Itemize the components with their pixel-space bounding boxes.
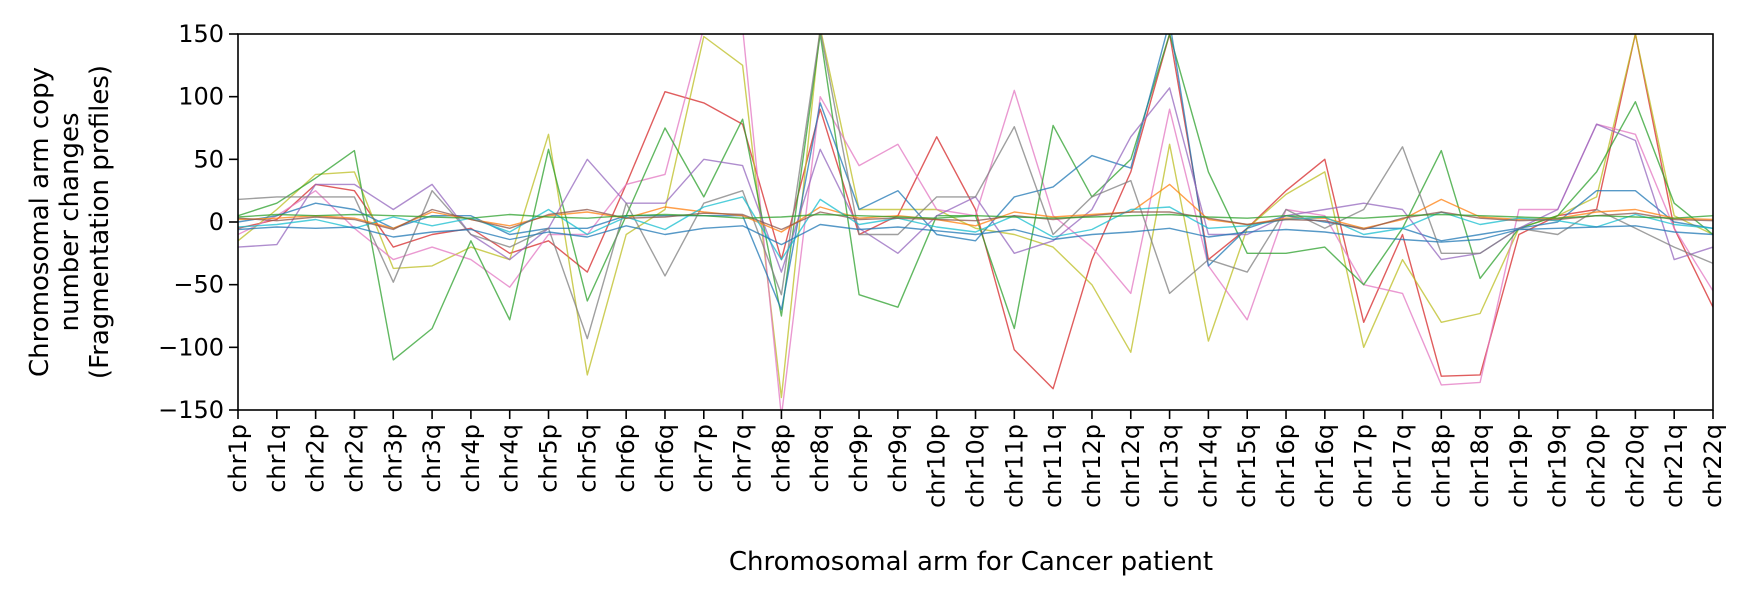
x-tick-label: chr4p [457, 424, 485, 493]
series-line-10 [238, 208, 1713, 231]
x-tick-label: chr12q [1117, 424, 1145, 508]
y-tick-label: 0 [209, 208, 224, 236]
x-tick-label: chr21q [1660, 424, 1688, 508]
y-tick-label: 150 [178, 20, 224, 48]
x-tick-label: chr2q [340, 424, 368, 493]
x-tick-label: chr6p [612, 424, 640, 493]
series-line-7 [238, 34, 1713, 340]
x-tick-label: chr15q [1233, 424, 1261, 508]
x-tick-label: chr14q [1194, 424, 1222, 508]
x-tick-label: chr12p [1078, 424, 1106, 508]
x-tick-label: chr6q [651, 424, 679, 493]
x-tick-label: chr10p [923, 424, 951, 508]
x-tick-label: chr2p [302, 424, 330, 493]
y-axis-title-line: (Fragmentation profiles) [85, 65, 115, 379]
x-tick-label: chr13q [1156, 424, 1184, 508]
x-tick-label: chr20p [1583, 424, 1611, 508]
x-tick-label: chr11p [1000, 424, 1028, 508]
y-axis-title-line: Chromosomal arm copy [25, 67, 55, 377]
y-tick-label: −50 [173, 271, 224, 299]
x-tick-label: chr1q [263, 424, 291, 493]
x-tick-label: chr19q [1544, 424, 1572, 508]
series-line-6 [238, 87, 1713, 273]
y-tick-label: −150 [158, 396, 224, 424]
x-tick-label: chr20q [1621, 424, 1649, 508]
y-axis: 150 100 50 0 −50 −100 −150 [158, 20, 238, 424]
series-line-12 [238, 213, 1713, 219]
x-axis: chr1p chr1q chr2p chr2q chr3p chr3q chr4p chr4q… [224, 410, 1727, 508]
series-line-2 [238, 34, 1713, 399]
x-axis-title: Chromosomal arm for Cancer patient [729, 547, 1213, 577]
x-tick-label: chr16q [1311, 424, 1339, 508]
x-tick-label: chr9q [884, 424, 912, 493]
x-tick-label: chr7p [690, 424, 718, 493]
x-tick-label: chr17p [1350, 424, 1378, 508]
x-tick-label: chr3q [418, 424, 446, 493]
x-tick-label: chr4q [496, 424, 524, 493]
y-tick-label: −100 [158, 333, 224, 361]
y-tick-label: 100 [178, 83, 224, 111]
x-tick-label: chr10q [962, 424, 990, 508]
x-tick-label: chr11q [1039, 424, 1067, 508]
x-tick-label: chr18q [1466, 424, 1494, 508]
x-tick-label: chr22q [1699, 424, 1727, 508]
y-axis-title-line: number changes [55, 113, 85, 332]
x-tick-label: chr16p [1272, 424, 1300, 508]
y-axis-title: Chromosomal arm copy number changes (Fragm… [25, 65, 115, 379]
x-tick-label: chr19p [1505, 424, 1533, 508]
series-line-1 [238, 34, 1713, 390]
series-line-8 [238, 183, 1713, 233]
series-line-11 [238, 223, 1713, 246]
x-tick-label: chr1p [224, 424, 252, 493]
x-tick-label: chr18p [1427, 424, 1455, 508]
x-tick-label: chr5q [573, 424, 601, 493]
x-tick-label: chr17q [1388, 424, 1416, 508]
x-tick-label: chr8q [806, 424, 834, 493]
x-tick-label: chr5p [535, 424, 563, 493]
y-tick-label: 50 [193, 145, 224, 173]
series-layer [238, 34, 1713, 410]
x-tick-label: chr3p [379, 424, 407, 493]
x-tick-label: chr9p [845, 424, 873, 493]
x-tick-label: chr7q [729, 424, 757, 493]
x-tick-label: chr8p [767, 424, 795, 493]
